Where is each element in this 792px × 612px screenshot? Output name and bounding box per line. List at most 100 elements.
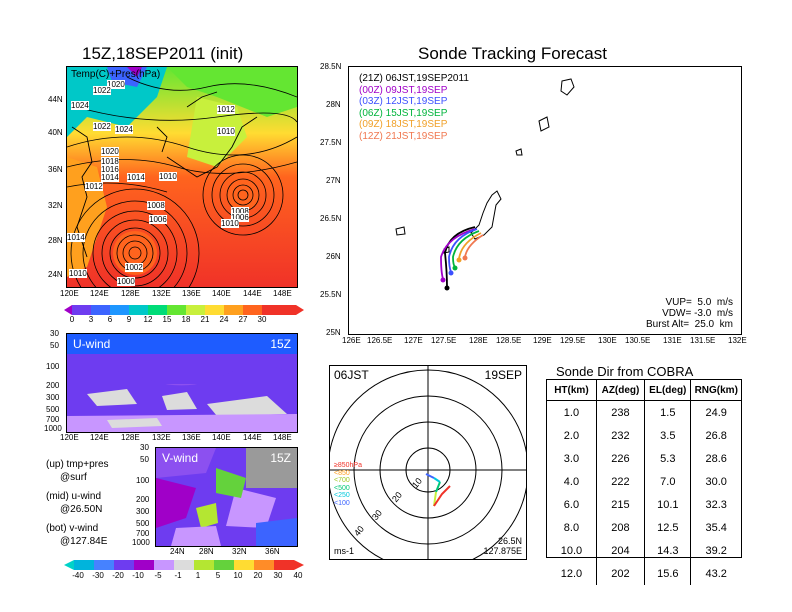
u-wind-time: 15Z bbox=[270, 337, 291, 351]
wind-colorbar bbox=[64, 560, 304, 570]
table-cell: 232 bbox=[595, 424, 645, 447]
table-row: 12.0 202 15.6 43.2 bbox=[547, 562, 741, 585]
isobar-label: 1012 bbox=[85, 182, 103, 191]
table-row: 2.0 232 3.5 26.8 bbox=[547, 424, 741, 447]
lon-tick: 130E bbox=[598, 336, 617, 345]
burst-alt-text: Burst Alt= 25.0 km bbox=[646, 319, 733, 330]
lat-tick: 32N bbox=[232, 547, 247, 556]
isobar-label: 1006 bbox=[149, 215, 167, 224]
table-cell: 3.0 bbox=[563, 452, 580, 465]
colorbar-label: 6 bbox=[107, 315, 113, 324]
wind-colorbar-label: 40 bbox=[293, 571, 303, 580]
table-cell: 30.0 bbox=[690, 470, 741, 493]
lon-tick: 127E bbox=[404, 336, 423, 345]
colorbar-label: 18 bbox=[181, 315, 191, 324]
temperature-colorbar bbox=[64, 305, 304, 315]
table-row: 4.0 222 7.0 30.0 bbox=[547, 470, 741, 493]
colorbar-label: 27 bbox=[238, 315, 248, 324]
isobar-label: 1010 bbox=[159, 172, 177, 181]
table-row: 1.0 238 1.5 24.9 bbox=[547, 400, 741, 424]
note-mid: (mid) u-wind bbox=[46, 491, 102, 502]
lat-tick: 36N bbox=[265, 547, 280, 556]
lon-tick: 132E bbox=[728, 336, 747, 345]
table-cell: 2.0 bbox=[563, 429, 580, 442]
table-cell: 226 bbox=[595, 447, 645, 470]
table-row: 6.0 215 10.1 32.3 bbox=[547, 493, 741, 516]
pressure-tick: 50 bbox=[50, 341, 59, 350]
table-cell: 1.0 bbox=[563, 406, 580, 419]
u-wind-svg bbox=[67, 334, 297, 432]
vdw-text: VDW= -3.0 m/s bbox=[662, 308, 733, 319]
lon-tick: 120E bbox=[60, 289, 79, 298]
level-legend-entry: <500 bbox=[334, 484, 350, 492]
table-cell: 7.0 bbox=[644, 470, 691, 493]
legend-entry: (12Z) 21JST,19SEP bbox=[359, 130, 448, 142]
lon-tick: 131.5E bbox=[690, 336, 716, 345]
lon-tick: 129E bbox=[533, 336, 552, 345]
lat-tick: 25N bbox=[326, 328, 341, 337]
lon-tick: 144E bbox=[243, 289, 262, 298]
sonde-tracks bbox=[440, 226, 484, 288]
lon-tick: 140E bbox=[212, 433, 231, 442]
note-up: (up) tmp+pres bbox=[46, 459, 109, 470]
isobar-label: 1024 bbox=[71, 101, 89, 110]
wind-colorbar-label: 5 bbox=[215, 571, 221, 580]
lon-tick: 128E bbox=[121, 289, 140, 298]
pressure-tick: 100 bbox=[46, 362, 60, 371]
pressure-tick: 100 bbox=[136, 476, 150, 485]
lat-tick: 24N bbox=[48, 270, 63, 279]
colorbar-label: 9 bbox=[126, 315, 132, 324]
legend-entry: (03Z) 12JST,19SEP bbox=[359, 96, 448, 107]
level-legend-entry: <100 bbox=[334, 499, 350, 507]
lon-tick: 136E bbox=[182, 289, 201, 298]
table-row: 8.0 208 12.5 35.4 bbox=[547, 516, 741, 539]
lat-tick: 27N bbox=[326, 176, 341, 185]
lat-tick: 26N bbox=[326, 252, 341, 261]
pressure-tick: 50 bbox=[140, 455, 149, 464]
wind-colorbar-label: -30 bbox=[92, 571, 104, 580]
wind-colorbar-label: -10 bbox=[132, 571, 144, 580]
pressure-tick: 300 bbox=[136, 507, 150, 516]
level-legend: ≥850hPa <850 <700 <500 <250 <100 bbox=[334, 462, 362, 507]
cobra-table-frame: HT(km) AZ(deg) EL(deg) RNG(km) 1.0 238 1… bbox=[546, 379, 742, 585]
colorbar-label: 24 bbox=[219, 315, 229, 324]
legend-entry: (09Z) 18JST,19SEP bbox=[359, 119, 448, 130]
v-wind-cross-section: V-wind 15Z bbox=[155, 447, 298, 547]
lon-tick: 129.5E bbox=[560, 336, 586, 345]
wind-colorbar-label: 20 bbox=[253, 571, 263, 580]
wind-colorbar-label: 1 bbox=[195, 571, 201, 580]
v-wind-svg bbox=[156, 448, 297, 546]
lat-tick: 40N bbox=[48, 128, 63, 137]
table-cell: 12.0 bbox=[560, 567, 583, 580]
track-panel-title: Sonde Tracking Forecast bbox=[418, 44, 607, 63]
lat-tick: 25.5N bbox=[320, 290, 342, 299]
table-row: 10.0 204 14.3 39.2 bbox=[547, 539, 741, 562]
column-header: EL(deg) bbox=[644, 380, 691, 401]
wind-colorbar-label: -1 bbox=[174, 571, 182, 580]
lon-tick: 124E bbox=[90, 289, 109, 298]
isobar-label: 1012 bbox=[217, 105, 235, 114]
isobar-label: 1010 bbox=[217, 127, 235, 136]
lon-tick: 131E bbox=[663, 336, 682, 345]
cobra-table: HT(km) AZ(deg) EL(deg) RNG(km) 1.0 238 1… bbox=[547, 380, 741, 585]
legend-entry: (00Z) 09JST,19SEP bbox=[359, 84, 448, 96]
isobar-label: 1008 bbox=[147, 201, 165, 210]
lat-tick: 28N bbox=[48, 236, 63, 245]
hodograph-time: 06JST bbox=[334, 368, 369, 382]
isobar-label: 1014 bbox=[101, 173, 119, 182]
lat-tick: 28N bbox=[199, 547, 214, 556]
table-cell: 12.5 bbox=[644, 516, 691, 539]
isobar-label: 1020 bbox=[101, 147, 119, 156]
table-cell: 28.6 bbox=[690, 447, 741, 470]
lon-tick: 126.5E bbox=[367, 336, 393, 345]
isobar-label: 1006 bbox=[231, 213, 249, 222]
table-cell: 4.0 bbox=[563, 475, 580, 488]
table-cell: 43.2 bbox=[690, 562, 741, 585]
hodograph-lat: 26.5N bbox=[497, 536, 522, 546]
pressure-tick: 300 bbox=[46, 393, 60, 402]
table-cell: 39.2 bbox=[690, 539, 741, 562]
table-cell: 5.3 bbox=[644, 447, 691, 470]
lon-tick: 127.5E bbox=[431, 336, 457, 345]
isobar-label: 1018 bbox=[101, 157, 119, 166]
table-cell: 215 bbox=[595, 493, 645, 516]
